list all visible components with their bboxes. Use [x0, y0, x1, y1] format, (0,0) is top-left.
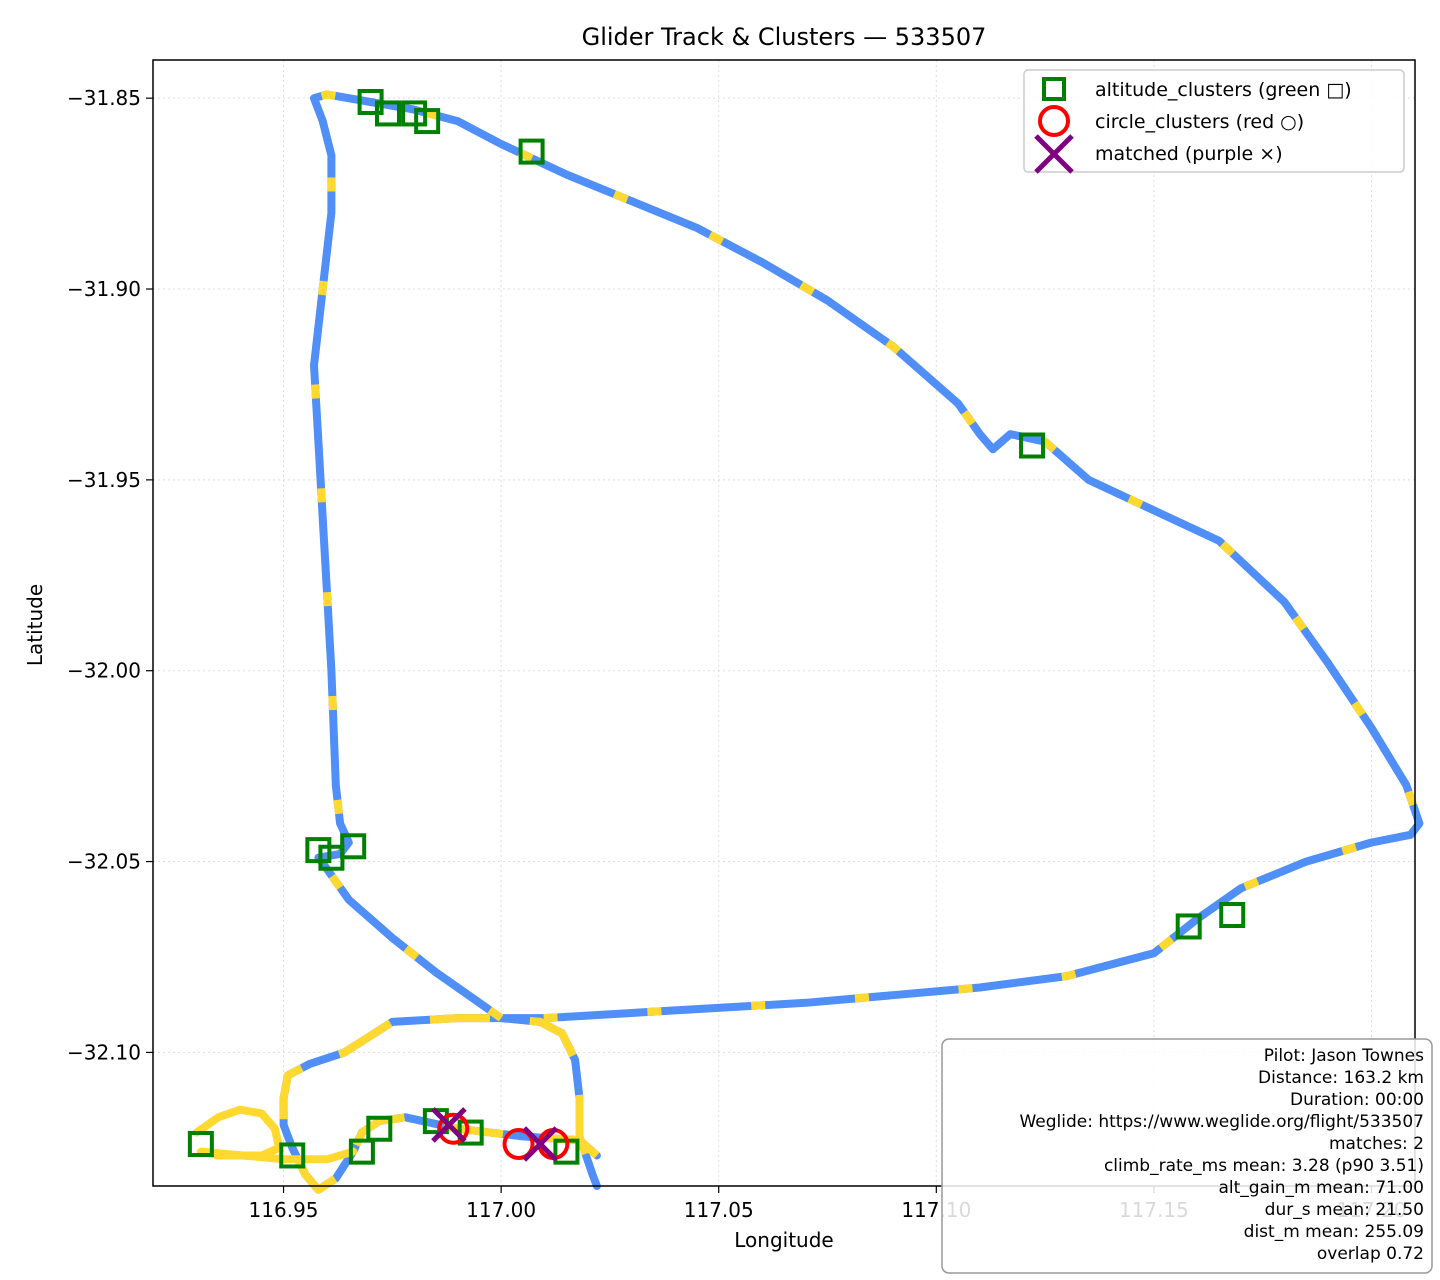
info-box-frame	[941, 1038, 1433, 1274]
matched-marker	[522, 1126, 559, 1162]
legend: altitude_clusters (green □) circle_clust…	[1023, 69, 1405, 174]
legend-item-circle-clusters: circle_clusters (red ○)	[1038, 105, 1304, 137]
x-tick-label: 117.05	[684, 1198, 754, 1222]
legend-label: matched (purple ×)	[1095, 143, 1283, 165]
info-box-line: dur_s mean: 21.50	[1265, 1200, 1424, 1220]
legend-label: altitude_clusters (green □)	[1095, 79, 1352, 101]
legend-label: circle_clusters (red ○)	[1095, 111, 1304, 133]
flight-track	[192, 90, 1424, 1194]
x-tick-label: 117.00	[466, 1198, 536, 1222]
altitude-cluster-marker	[1019, 432, 1046, 459]
info-box-line: Weglide: https://www.weglide.org/flight/…	[1019, 1112, 1424, 1132]
x-axis-label: Longitude	[734, 1228, 833, 1252]
grid-lines	[153, 60, 1415, 1186]
y-tick-label: −32.00	[67, 659, 141, 683]
chart-title: Glider Track & Clusters — 533507	[582, 23, 987, 51]
track-climb-highlights	[279, 1014, 601, 1194]
info-box-line: dist_m mean: 255.09	[1244, 1222, 1424, 1242]
info-box-line: overlap 0.72	[1317, 1244, 1424, 1264]
altitude-cluster-marker	[366, 1115, 393, 1142]
altitude-cluster-marker	[518, 138, 545, 165]
purple-x-icon	[1034, 134, 1074, 174]
track-climb-highlights	[310, 90, 1424, 1023]
altitude-cluster-marker	[1219, 901, 1246, 928]
track-start-segment	[279, 1014, 601, 1194]
circle-cluster-marker	[502, 1128, 535, 1161]
altitude-cluster-marker	[374, 100, 401, 127]
red-circle-icon	[1038, 105, 1070, 137]
circle-cluster-marker	[437, 1112, 470, 1145]
altitude-cluster-marker	[348, 1138, 375, 1165]
y-tick-label: −31.85	[67, 86, 141, 110]
y-tick-label: −31.95	[67, 468, 141, 492]
info-box-line: climb_rate_ms mean: 3.28 (p90 3.51)	[1104, 1156, 1424, 1176]
track-climb-segment	[192, 1105, 358, 1164]
matched-marker	[431, 1107, 467, 1143]
altitude-cluster-marker	[340, 833, 367, 860]
altitude-cluster-marker	[414, 108, 441, 135]
altitude-cluster-marker	[305, 837, 332, 864]
altitude-cluster-marker	[401, 100, 428, 127]
info-box-line: Pilot: Jason Townes	[1264, 1046, 1424, 1066]
x-tick-label: 116.95	[249, 1198, 319, 1222]
legend-item-matched: matched (purple ×)	[1034, 134, 1283, 174]
altitude-cluster-marker	[279, 1142, 306, 1169]
info-box-line: Duration: 00:00	[1290, 1090, 1424, 1110]
y-tick-label: −32.10	[67, 1040, 141, 1064]
legend-item-altitude-clusters: altitude_clusters (green □)	[1042, 77, 1352, 101]
altitude-cluster-marker	[1175, 913, 1202, 940]
matched-markers	[431, 1107, 559, 1162]
info-box-line: Distance: 163.2 km	[1258, 1068, 1424, 1088]
y-tick-label: −32.05	[67, 850, 141, 874]
y-axis-ticks: −31.85 −31.90 −31.95 −32.00 −32.05 −32.10	[67, 86, 153, 1064]
info-box-line: alt_gain_m mean: 71.00	[1219, 1178, 1425, 1198]
y-axis-label: Latitude	[23, 584, 47, 666]
altitude-cluster-marker	[187, 1131, 214, 1158]
plot-area-frame	[152, 59, 1416, 1187]
green-square-icon	[1042, 77, 1066, 101]
info-box-line: matches: 2	[1329, 1134, 1424, 1154]
y-tick-label: −31.90	[67, 277, 141, 301]
legend-box	[1023, 69, 1405, 173]
